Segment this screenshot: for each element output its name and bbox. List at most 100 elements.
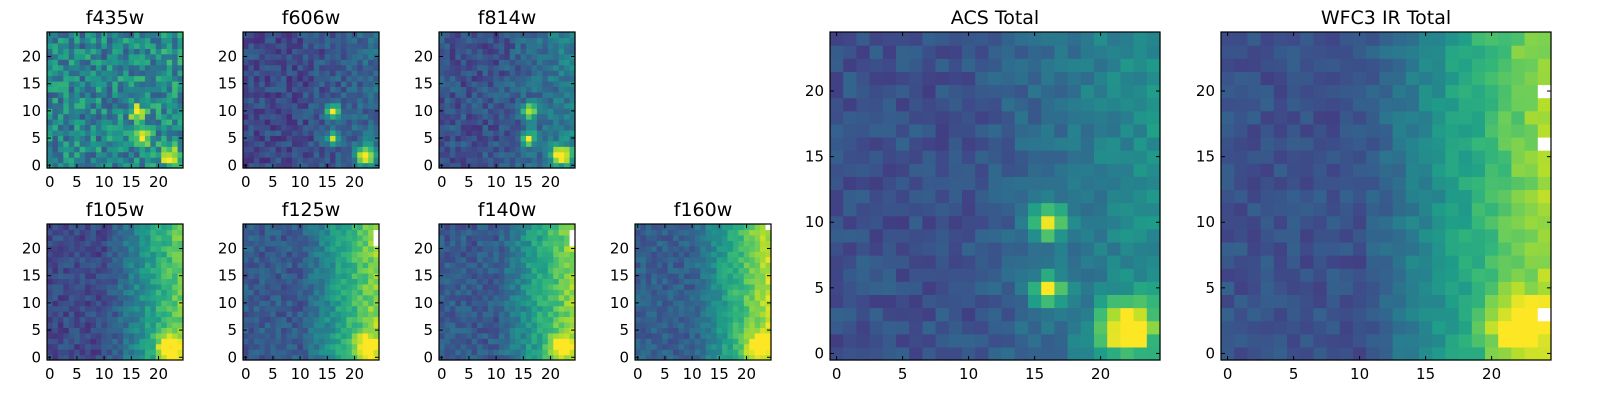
heatmap-cell [166,146,173,153]
heatmap-cell [346,162,353,169]
heatmap-cell [52,37,59,44]
heatmap-cell [90,229,97,236]
heatmap-cell [253,75,260,82]
heatmap-cell [547,64,554,71]
heatmap-cell [455,119,462,126]
heatmap-cell [351,278,358,285]
heatmap-cell [253,129,260,136]
x-tick-label: 0 [45,365,55,383]
heatmap-cell [493,300,500,307]
heatmap-cell [134,283,141,290]
heatmap-cell [368,64,375,71]
heatmap-cell [79,245,86,252]
heatmap-cell [471,86,478,93]
heatmap-cell [373,267,380,274]
heatmap-cell [477,224,484,231]
heatmap-cell [678,305,685,312]
heatmap-cell [515,338,522,345]
heatmap-cell [738,251,745,258]
heatmap-cell [466,316,473,323]
heatmap-cell [743,240,750,247]
heatmap-cell [243,229,250,236]
heatmap-cell [754,343,761,350]
heatmap-cell [302,234,309,241]
heatmap-cell [1094,255,1108,269]
heatmap-cell [531,343,538,350]
heatmap-cell [106,300,113,307]
heatmap-cell [134,140,141,147]
heatmap-cell [166,245,173,252]
heatmap-cell [63,332,70,339]
heatmap-cell [856,215,871,230]
heatmap-cell [1028,268,1042,282]
heatmap-cell [542,32,549,39]
heatmap-cell [482,113,489,120]
heatmap-cell [319,86,326,93]
heatmap-cell [313,294,320,301]
heatmap-cell [455,42,462,49]
heatmap-cell [754,327,761,334]
heatmap-cell [161,37,168,44]
heatmap-cell [90,157,97,164]
heatmap-cell [547,300,554,307]
heatmap-cell [482,80,489,87]
heatmap-cell [640,267,647,274]
heatmap-cell [259,102,266,109]
heatmap-cell [101,102,108,109]
heatmap-cell [172,251,179,258]
heatmap-cell [542,80,549,87]
heatmap-cell [896,307,910,322]
heatmap-cell [460,124,467,131]
heatmap-cell [466,37,473,44]
heatmap-cell [651,311,658,318]
heatmap-cell [498,48,505,55]
heatmap-cell [1054,307,1069,322]
heatmap-cell [526,42,533,49]
heatmap-cell [1028,215,1042,230]
heatmap-cell [47,140,54,147]
heatmap-cell [79,321,86,328]
heatmap-cell [330,332,337,339]
heatmap-cell [667,311,674,318]
heatmap-cell [335,300,342,307]
heatmap-cell [166,42,173,49]
heatmap-cell [520,267,527,274]
heatmap-cell [101,37,108,44]
heatmap-cell [253,245,260,252]
heatmap-cell [112,75,119,82]
heatmap-cell [52,245,59,252]
heatmap-cell [302,311,309,318]
heatmap-cell [471,70,478,77]
heatmap-cell [482,251,489,258]
heatmap-cell [172,32,179,39]
heatmap-cell [112,316,119,323]
heatmap-cell [553,354,560,361]
heatmap-cell [558,32,565,39]
heatmap-cell [74,135,81,142]
heatmap-cell [471,311,478,318]
heatmap-cell [275,224,282,231]
heatmap-cell [291,240,298,247]
heatmap-cell [144,327,151,334]
heatmap-cell [57,80,64,87]
heatmap-cell [177,305,184,312]
heatmap-cell [553,294,560,301]
heatmap-cell [166,124,173,131]
heatmap-cell [743,256,750,263]
heatmap-cell [673,256,680,263]
heatmap-cell [856,176,871,191]
heatmap-cell [264,135,271,142]
heatmap-cell [722,251,729,258]
heatmap-cell [444,278,451,285]
heatmap-cell [243,70,250,77]
heatmap-cell [487,80,494,87]
heatmap-cell [727,343,734,350]
heatmap-cell [694,311,701,318]
heatmap-cell [74,316,81,323]
heatmap-cell [705,272,712,279]
heatmap-cell [1146,320,1161,335]
heatmap-cell [547,53,554,60]
heatmap-cell [487,32,494,39]
heatmap-cell [313,124,320,131]
heatmap-cell [123,272,130,279]
